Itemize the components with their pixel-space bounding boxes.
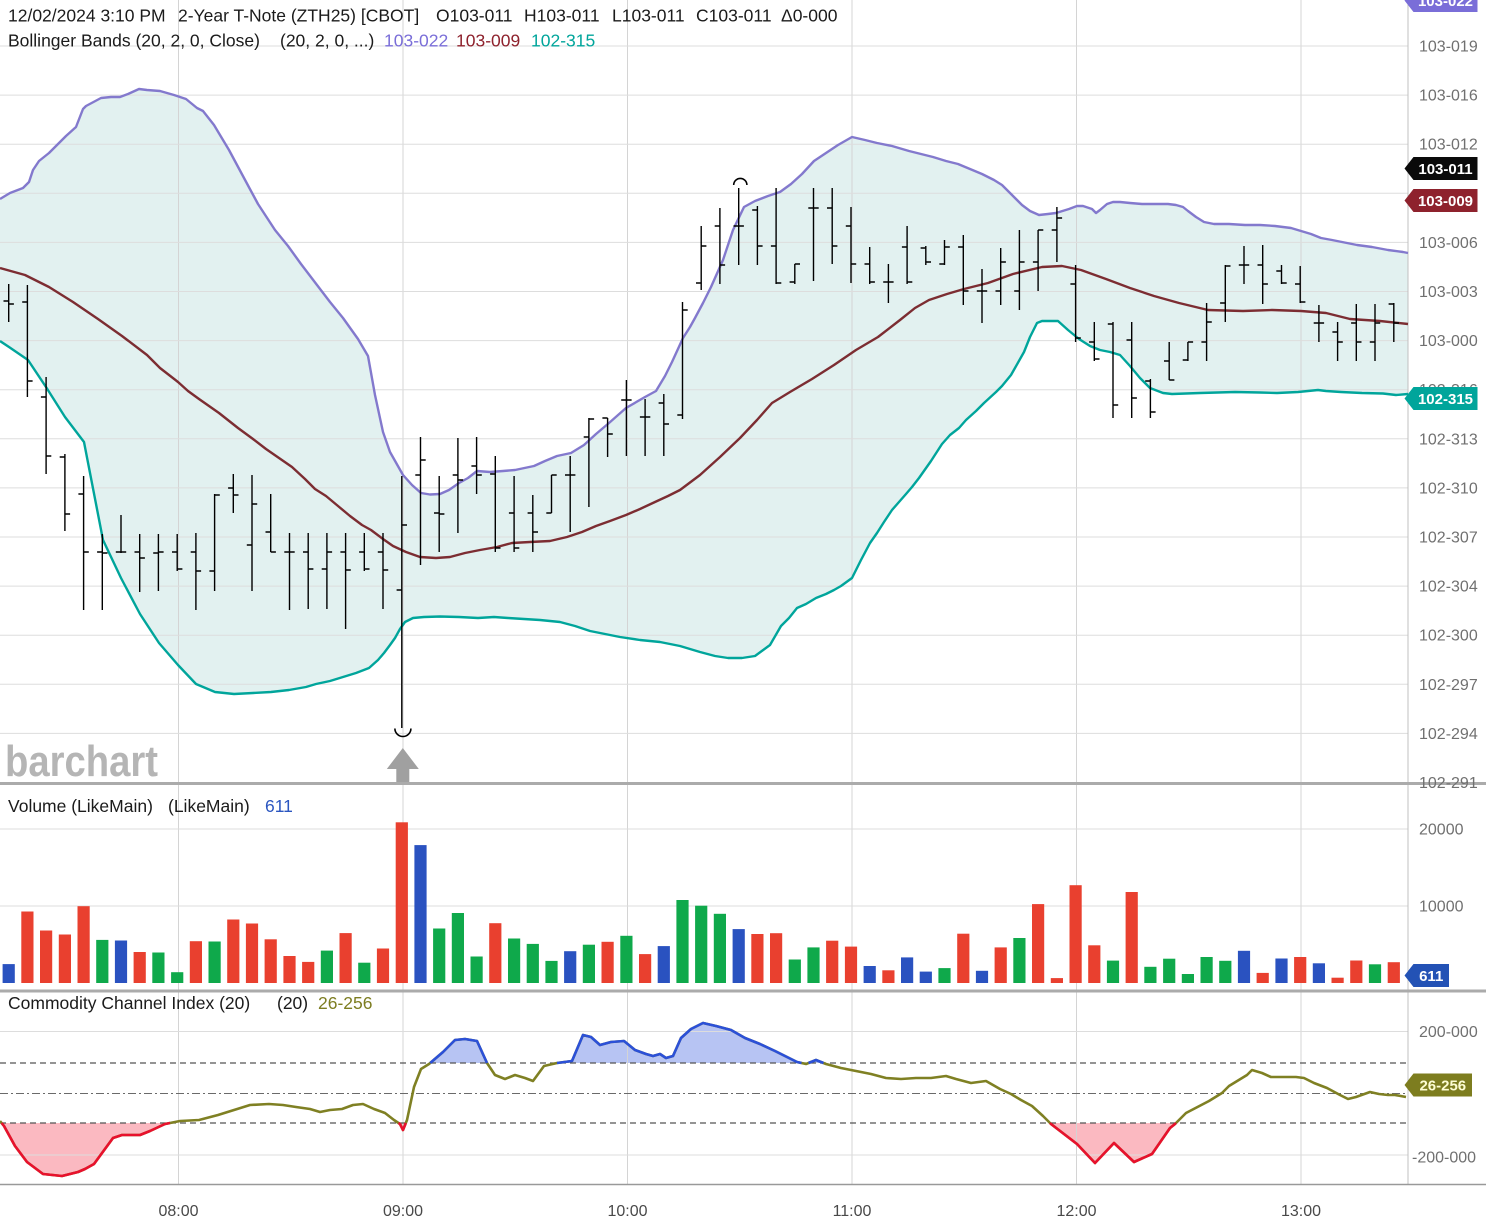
svg-text:103-022: 103-022 xyxy=(1418,0,1473,10)
svg-text:L103-011: L103-011 xyxy=(612,6,685,26)
svg-text:102-291: 102-291 xyxy=(1419,775,1478,792)
svg-text:103-009: 103-009 xyxy=(456,31,520,51)
svg-text:12/02/2024 3:10 PM: 12/02/2024 3:10 PM xyxy=(8,6,166,26)
svg-text:102-297: 102-297 xyxy=(1419,677,1478,694)
svg-text:11:00: 11:00 xyxy=(833,1203,872,1220)
svg-text:103-016: 103-016 xyxy=(1419,88,1478,105)
svg-text:103-011: 103-011 xyxy=(1418,161,1472,178)
svg-text:102-313: 102-313 xyxy=(1419,431,1478,448)
svg-text:102-307: 102-307 xyxy=(1419,530,1478,547)
svg-text:200-000: 200-000 xyxy=(1419,1024,1478,1041)
svg-text:611: 611 xyxy=(1419,968,1443,985)
svg-text:102-310: 102-310 xyxy=(1419,480,1478,497)
svg-text:103-006: 103-006 xyxy=(1419,235,1478,252)
svg-text:103-012: 103-012 xyxy=(1419,137,1478,154)
svg-text:103-009: 103-009 xyxy=(1418,193,1473,210)
svg-text:10:00: 10:00 xyxy=(607,1203,647,1220)
svg-text:102-294: 102-294 xyxy=(1419,726,1478,743)
svg-text:13:00: 13:00 xyxy=(1281,1203,1321,1220)
svg-text:20000: 20000 xyxy=(1419,822,1464,839)
svg-text:(20, 2, 0, ...): (20, 2, 0, ...) xyxy=(280,31,374,51)
svg-text:Commodity Channel Index (20): Commodity Channel Index (20) xyxy=(8,993,250,1013)
svg-text:611: 611 xyxy=(265,796,293,816)
svg-text:10000: 10000 xyxy=(1419,899,1464,916)
svg-text:103-000: 103-000 xyxy=(1419,333,1478,350)
svg-text:12:00: 12:00 xyxy=(1056,1203,1096,1220)
svg-text:26-256: 26-256 xyxy=(1419,1078,1466,1095)
svg-text:(LikeMain): (LikeMain) xyxy=(168,796,250,816)
svg-text:Volume (LikeMain): Volume (LikeMain) xyxy=(8,796,153,816)
svg-text:102-304: 102-304 xyxy=(1419,579,1478,596)
svg-text:103-022: 103-022 xyxy=(384,31,448,51)
svg-text:26-256: 26-256 xyxy=(318,993,373,1013)
svg-text:H103-011: H103-011 xyxy=(524,6,600,26)
svg-text:103-019: 103-019 xyxy=(1419,39,1478,56)
svg-text:-200-000: -200-000 xyxy=(1412,1150,1476,1167)
svg-text:C103-011: C103-011 xyxy=(696,6,772,26)
svg-text:102-315: 102-315 xyxy=(531,31,595,51)
svg-text:O103-011: O103-011 xyxy=(436,6,513,26)
svg-text:102-315: 102-315 xyxy=(1418,391,1473,408)
svg-text:08:00: 08:00 xyxy=(158,1203,198,1220)
svg-text:barchart: barchart xyxy=(5,737,158,786)
svg-text:103-003: 103-003 xyxy=(1419,284,1478,301)
svg-text:102-300: 102-300 xyxy=(1419,628,1478,645)
svg-text:Bollinger Bands (20, 2, 0, Clo: Bollinger Bands (20, 2, 0, Close) xyxy=(8,31,260,51)
svg-text:09:00: 09:00 xyxy=(383,1203,423,1220)
svg-text:2-Year T-Note (ZTH25) [CBOT]: 2-Year T-Note (ZTH25) [CBOT] xyxy=(178,6,419,26)
svg-text:Δ0-000: Δ0-000 xyxy=(781,6,838,26)
svg-text:(20): (20) xyxy=(277,993,308,1013)
